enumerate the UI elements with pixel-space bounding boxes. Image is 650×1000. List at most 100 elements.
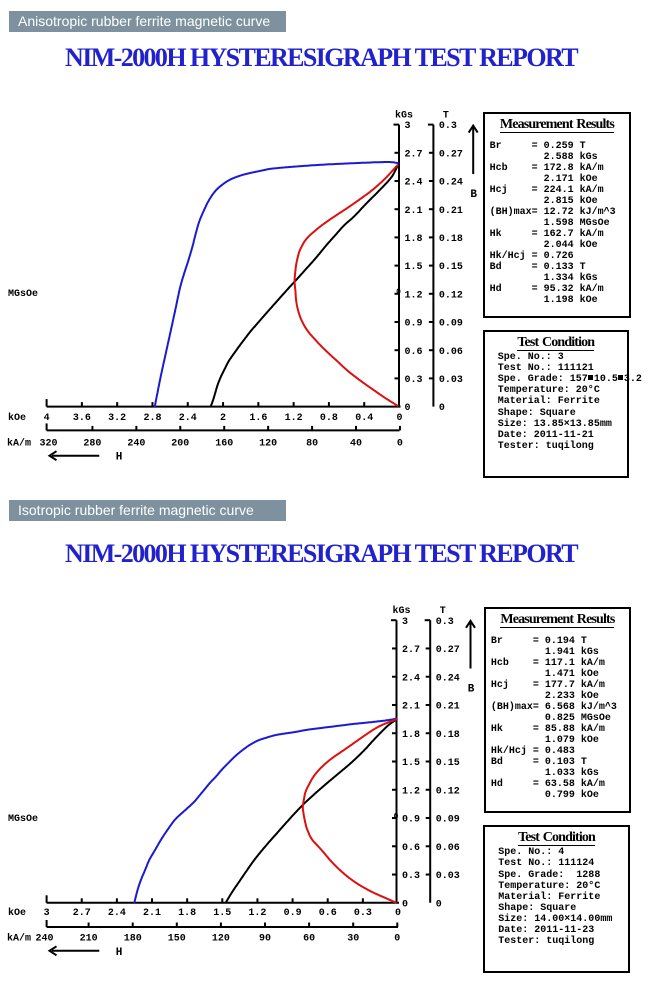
- svg-text:0.9: 0.9: [284, 908, 302, 919]
- svg-text:1.2: 1.2: [402, 786, 420, 797]
- svg-text:kA/m: kA/m: [7, 933, 31, 945]
- svg-text:90: 90: [259, 934, 271, 945]
- svg-text:0.09: 0.09: [439, 319, 463, 330]
- svg-text:320: 320: [39, 438, 57, 449]
- svg-text:3: 3: [402, 617, 408, 628]
- svg-text:0.4: 0.4: [355, 413, 373, 424]
- svg-text:200: 200: [171, 438, 189, 449]
- svg-text:2.7: 2.7: [73, 908, 91, 919]
- svg-text:0: 0: [396, 413, 402, 424]
- svg-text:3: 3: [405, 121, 411, 132]
- svg-text:H: H: [116, 947, 123, 959]
- svg-text:0.3: 0.3: [439, 121, 457, 132]
- svg-text:kGs: kGs: [392, 605, 410, 617]
- svg-text:MGsOe: MGsOe: [8, 814, 38, 825]
- svg-text:1.5: 1.5: [213, 908, 231, 919]
- svg-text:H: H: [116, 452, 123, 464]
- svg-text:180: 180: [124, 934, 142, 945]
- svg-text:B: B: [470, 189, 477, 201]
- svg-text:3.6: 3.6: [73, 413, 91, 424]
- svg-text:2.1: 2.1: [405, 206, 423, 217]
- svg-text:30: 30: [347, 934, 359, 945]
- svg-text:0: 0: [397, 438, 403, 449]
- svg-text:0: 0: [394, 934, 400, 945]
- svg-text:0.27: 0.27: [439, 149, 463, 160]
- svg-text:3: 3: [44, 908, 50, 919]
- svg-text:2.4: 2.4: [405, 178, 423, 189]
- svg-text:2.4: 2.4: [108, 908, 126, 919]
- svg-text:3.2: 3.2: [108, 413, 126, 424]
- svg-text:1.2: 1.2: [248, 908, 266, 919]
- svg-text:0: 0: [436, 899, 442, 910]
- svg-text:2.7: 2.7: [405, 149, 423, 160]
- svg-text:0.06: 0.06: [439, 347, 463, 358]
- svg-text:0.12: 0.12: [436, 786, 460, 797]
- svg-text:0: 0: [394, 813, 399, 822]
- svg-text:0: 0: [396, 288, 401, 297]
- svg-text:1.8: 1.8: [402, 730, 420, 741]
- svg-text:120: 120: [212, 934, 230, 945]
- svg-text:120: 120: [259, 438, 277, 449]
- svg-text:0.3: 0.3: [436, 617, 454, 628]
- svg-text:0.15: 0.15: [439, 262, 463, 273]
- svg-text:0.6: 0.6: [402, 843, 420, 854]
- svg-text:1.2: 1.2: [285, 413, 303, 424]
- svg-text:0: 0: [402, 899, 408, 910]
- svg-text:0.21: 0.21: [439, 206, 463, 217]
- svg-text:0.15: 0.15: [436, 758, 460, 769]
- svg-text:2: 2: [220, 413, 226, 424]
- svg-text:0.09: 0.09: [436, 815, 460, 826]
- svg-text:T: T: [443, 111, 449, 122]
- svg-text:0.18: 0.18: [439, 234, 463, 245]
- svg-text:0.9: 0.9: [405, 319, 423, 330]
- svg-text:0.12: 0.12: [439, 290, 463, 301]
- svg-text:40: 40: [350, 438, 362, 449]
- svg-text:0.3: 0.3: [405, 375, 423, 386]
- svg-text:2.8: 2.8: [143, 413, 161, 424]
- svg-text:280: 280: [83, 438, 101, 449]
- svg-text:0: 0: [405, 403, 411, 414]
- svg-text:1.8: 1.8: [405, 234, 423, 245]
- svg-text:0.3: 0.3: [354, 908, 372, 919]
- svg-text:B: B: [468, 683, 475, 695]
- svg-text:0.27: 0.27: [436, 645, 460, 656]
- svg-text:0.6: 0.6: [319, 908, 337, 919]
- svg-text:0.6: 0.6: [405, 347, 423, 358]
- svg-text:MGsOe: MGsOe: [8, 289, 38, 300]
- svg-text:0.03: 0.03: [439, 375, 463, 386]
- svg-text:kOe: kOe: [8, 907, 26, 919]
- svg-text:1.2: 1.2: [405, 290, 423, 301]
- svg-text:150: 150: [168, 934, 186, 945]
- svg-text:4: 4: [44, 413, 50, 424]
- svg-text:kGs: kGs: [395, 110, 413, 122]
- svg-text:210: 210: [80, 934, 98, 945]
- svg-text:2.1: 2.1: [143, 908, 161, 919]
- svg-text:2.4: 2.4: [402, 673, 420, 684]
- svg-text:kA/m: kA/m: [7, 437, 31, 449]
- svg-text:2.1: 2.1: [402, 702, 420, 713]
- svg-text:240: 240: [127, 438, 145, 449]
- svg-text:160: 160: [215, 438, 233, 449]
- svg-text:240: 240: [35, 934, 53, 945]
- svg-text:2.7: 2.7: [402, 645, 420, 656]
- svg-text:0.03: 0.03: [436, 871, 460, 882]
- svg-text:0: 0: [395, 908, 401, 919]
- svg-text:1.6: 1.6: [249, 413, 267, 424]
- svg-text:2.4: 2.4: [179, 413, 197, 424]
- svg-text:80: 80: [306, 438, 318, 449]
- svg-text:0: 0: [439, 403, 445, 414]
- svg-text:1.8: 1.8: [178, 908, 196, 919]
- svg-text:0.3: 0.3: [402, 871, 420, 882]
- svg-text:0.21: 0.21: [436, 702, 460, 713]
- svg-text:T: T: [440, 606, 446, 617]
- svg-text:0.18: 0.18: [436, 730, 460, 741]
- svg-text:0.9: 0.9: [402, 815, 420, 826]
- svg-text:kOe: kOe: [8, 412, 26, 424]
- svg-text:1.5: 1.5: [405, 262, 423, 273]
- svg-text:60: 60: [303, 934, 315, 945]
- svg-text:1.5: 1.5: [402, 758, 420, 769]
- svg-text:0.8: 0.8: [320, 413, 338, 424]
- svg-text:0.24: 0.24: [436, 673, 460, 684]
- svg-text:0.06: 0.06: [436, 843, 460, 854]
- svg-text:0.24: 0.24: [439, 178, 463, 189]
